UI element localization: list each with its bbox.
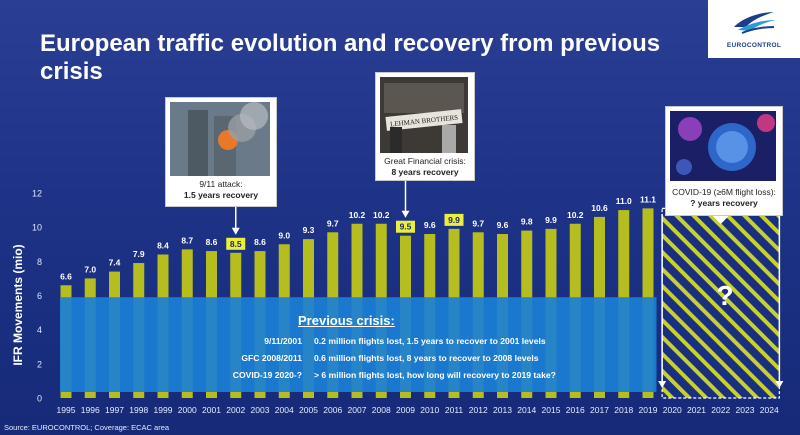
x-tick-label: 2004 [275, 405, 294, 415]
x-tick-label: 2013 [493, 405, 512, 415]
x-tick-label: 2009 [396, 405, 415, 415]
x-tick-label: 2020 [663, 405, 682, 415]
x-tick-label: 2000 [178, 405, 197, 415]
forecast-right-arrow-head [775, 381, 784, 388]
x-tick-label: 2006 [323, 405, 342, 415]
data-label-2005: 9.3 [303, 225, 315, 235]
covid-callout: COVID-19 (≥6M flight loss): ? years reco… [665, 106, 783, 216]
covid-callout-line2: ? years recovery [690, 198, 758, 208]
previous-crisis-panel [60, 297, 657, 392]
data-label-1999: 8.4 [157, 241, 169, 251]
x-tick-label: 2018 [614, 405, 633, 415]
crisis-text-2: 0.6 million flights lost, 8 years to rec… [314, 353, 539, 363]
x-tick-label: 1995 [57, 405, 76, 415]
data-label-2019: 11.1 [640, 194, 656, 204]
x-tick-label: 2023 [736, 405, 755, 415]
x-tick-label: 2019 [639, 405, 658, 415]
data-label-2009: 9.5 [400, 222, 412, 232]
highlight-label-box [396, 220, 415, 233]
crisis-text-3: > 6 million flights lost, how long will … [314, 370, 556, 380]
data-label-2010: 9.6 [424, 220, 436, 230]
x-tick-label: 2011 [445, 405, 464, 415]
x-tick-label: 2024 [760, 405, 779, 415]
page-title: European traffic evolution and recovery … [40, 30, 661, 85]
x-tick-label: 2021 [687, 405, 706, 415]
highlight-label-box [226, 237, 246, 250]
y-axis-label: IFR Movements (mio) [11, 244, 25, 365]
data-label-2012: 9.7 [472, 218, 484, 228]
coronavirus-photo [670, 111, 776, 181]
x-tick-label: 2002 [226, 405, 245, 415]
x-tick-label: 2016 [566, 405, 585, 415]
x-tick-label: 1999 [154, 405, 173, 415]
data-label-2017: 10.6 [591, 203, 608, 213]
gfc-callout-line2: 8 years recovery [391, 167, 459, 177]
forecast-hatched-area [661, 207, 780, 399]
data-label-2007: 10.2 [349, 210, 366, 220]
y-tick-label: 6 [37, 291, 42, 301]
crisis-event-2: GFC 2008/2011 [241, 353, 302, 363]
crisis-event-1: 9/11/2001 [264, 336, 302, 346]
attack-callout-line1: 9/11 attack: [199, 179, 243, 189]
x-tick-label: 2015 [542, 405, 561, 415]
forecast-question-mark: ? [716, 280, 734, 311]
x-tick-label: 2017 [590, 405, 609, 415]
burning-towers-photo [170, 102, 270, 176]
x-tick-label: 2010 [420, 405, 439, 415]
data-label-2016: 10.2 [567, 210, 584, 220]
covid-callout-line1: COVID-19 (≥6M flight loss): [672, 187, 776, 197]
forecast-left-arrow-head [658, 381, 667, 388]
x-tick-label: 1997 [105, 405, 124, 415]
x-tick-label: 2007 [348, 405, 367, 415]
data-label-2001: 8.6 [206, 237, 218, 247]
highlight-label-box [444, 213, 464, 226]
x-tick-label: 2008 [372, 405, 391, 415]
y-tick-label: 10 [32, 223, 42, 233]
covid-callout-pointer [710, 214, 731, 224]
x-tick-label: 2014 [517, 405, 536, 415]
x-tick-label: 2001 [202, 405, 221, 415]
x-tick-label: 2012 [469, 405, 488, 415]
crisis-event-3: COVID-19 2020-? [232, 370, 302, 380]
data-label-2003: 8.6 [254, 237, 266, 247]
source-note: Source: EUROCONTROL; Coverage: ECAC area [4, 423, 170, 432]
data-label-2002: 8.5 [230, 239, 242, 249]
data-label-2006: 9.7 [327, 218, 339, 228]
gfc-callout: LEHMAN BROTHERS Great Financial crisis: … [375, 72, 475, 181]
data-label-2000: 8.7 [181, 235, 193, 245]
eurocontrol-emblem-icon [734, 12, 776, 34]
y-tick-label: 0 [37, 394, 42, 404]
data-label-2018: 11.0 [616, 196, 632, 206]
data-label-2015: 9.9 [545, 215, 557, 225]
x-tick-label: 2022 [711, 405, 730, 415]
previous-crisis-title: Previous crisis: [298, 313, 395, 328]
attack-callout-line2: 1.5 years recovery [183, 190, 259, 200]
attack-callout: 9/11 attack: 1.5 years recovery [165, 97, 277, 207]
data-label-1997: 7.4 [109, 258, 121, 268]
data-label-1998: 7.9 [133, 249, 145, 259]
eurocontrol-logo: EUROCONTROL [708, 0, 800, 58]
data-label-2011: 9.9 [448, 215, 460, 225]
y-tick-label: 4 [37, 325, 42, 335]
logo-text: EUROCONTROL [726, 42, 782, 49]
y-tick-label: 2 [37, 359, 42, 369]
data-label-1995: 6.6 [60, 271, 72, 281]
data-label-2008: 10.2 [373, 210, 390, 220]
gfc-arrow-head [401, 210, 410, 218]
gfc-callout-line1: Great Financial crisis: [384, 156, 466, 166]
data-label-2014: 9.8 [521, 217, 533, 227]
data-label-2013: 9.6 [497, 220, 509, 230]
x-tick-label: 2005 [299, 405, 318, 415]
crisis-text-1: 0.2 million flights lost, 1.5 years to r… [314, 336, 546, 346]
data-label-2004: 9.0 [278, 230, 290, 240]
y-tick-label: 12 [32, 189, 42, 199]
y-tick-label: 8 [37, 257, 42, 267]
data-label-1996: 7.0 [84, 264, 96, 274]
x-tick-label: 1998 [129, 405, 148, 415]
lehman-brothers-photo: LEHMAN BROTHERS [380, 77, 468, 153]
x-tick-label: 2003 [251, 405, 270, 415]
x-tick-label: 1996 [81, 405, 100, 415]
attack-arrow-head [231, 227, 240, 235]
